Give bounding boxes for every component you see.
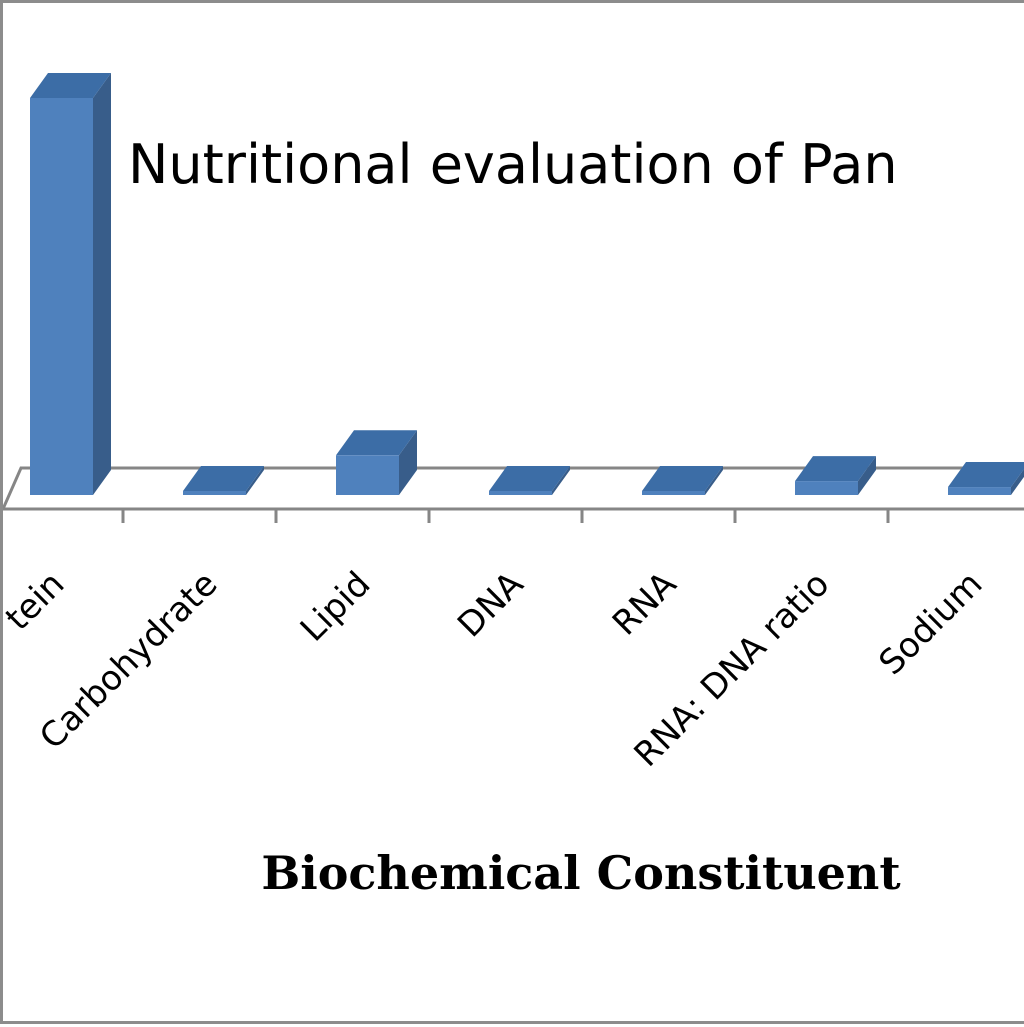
bar-top <box>30 73 111 98</box>
bar-side <box>93 73 111 495</box>
bar-side <box>705 466 723 495</box>
category-label: DNA <box>450 564 531 645</box>
bar <box>183 491 246 495</box>
bar-top <box>336 430 417 456</box>
bar <box>30 98 93 495</box>
bar-top <box>795 456 876 482</box>
category-label: Sodium <box>872 564 991 683</box>
bar-top <box>489 466 570 491</box>
bar-side <box>858 456 876 495</box>
bar-layer <box>30 73 1024 495</box>
bar-side <box>1011 469 1024 495</box>
x-axis-label: Biochemical Constituent <box>261 846 901 900</box>
category-label: Lipid <box>293 564 379 650</box>
chart-title: Nutritional evaluation of Pan <box>128 133 898 196</box>
bar-side <box>399 430 417 495</box>
bar-side <box>246 466 264 495</box>
bar-top <box>183 466 264 491</box>
category-label: RNA <box>605 564 684 643</box>
bar <box>336 455 399 495</box>
bar <box>489 491 552 495</box>
bar <box>948 487 1011 495</box>
category-label: tein <box>3 564 72 638</box>
bar-top <box>642 466 723 491</box>
bar-top <box>948 462 1024 488</box>
bar-side <box>552 466 570 495</box>
bar <box>795 481 858 495</box>
bar <box>642 491 705 495</box>
